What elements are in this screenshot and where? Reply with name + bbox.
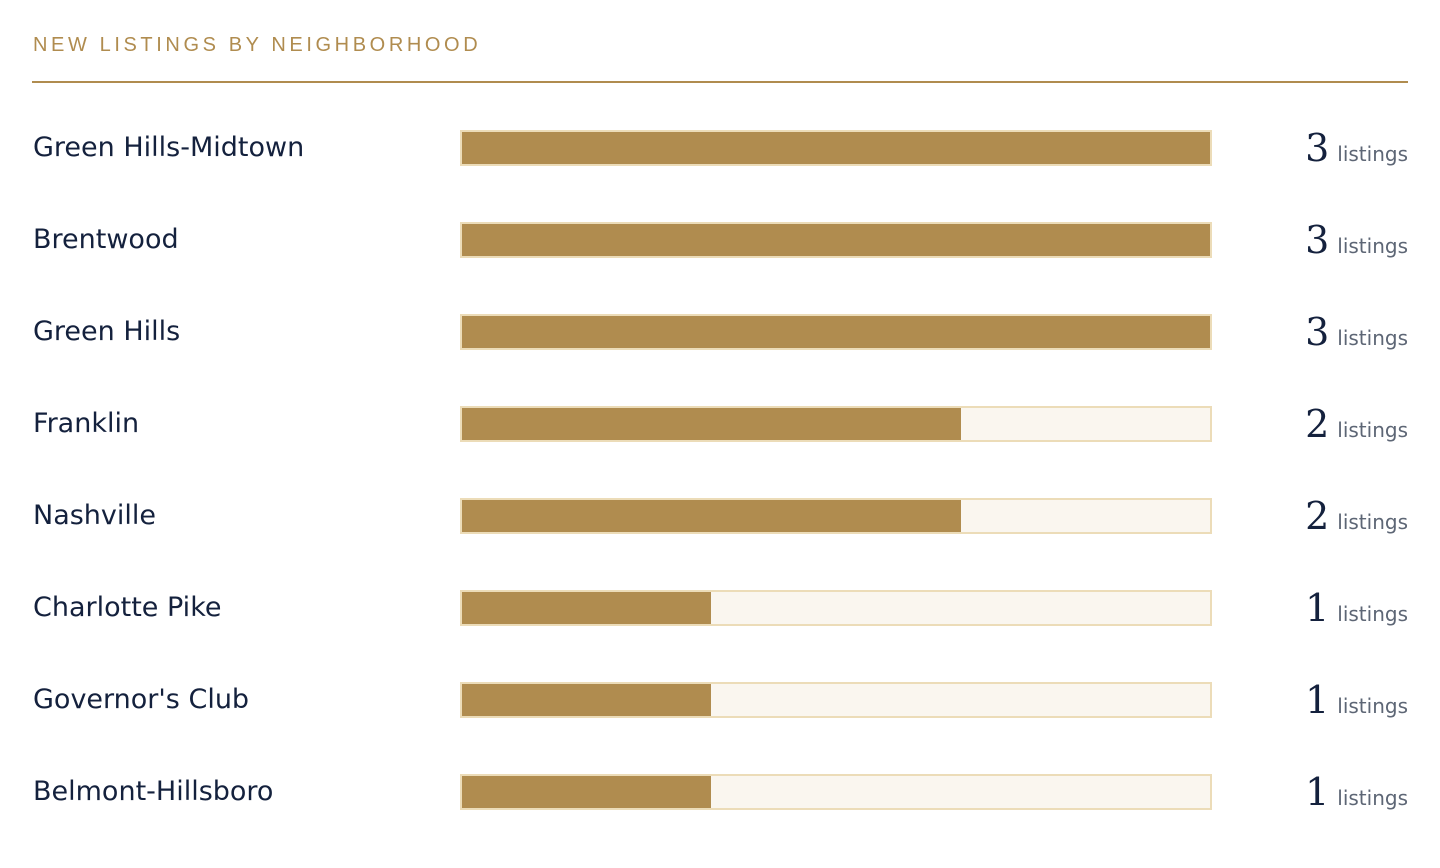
count-value: 3	[1305, 126, 1330, 170]
count-value: 1	[1305, 770, 1330, 814]
count-label: 3 listings	[1305, 220, 1408, 260]
bar-row: Franklin 2 listings	[0, 404, 1440, 444]
bar-row: Brentwood 3 listings	[0, 220, 1440, 260]
bar	[462, 316, 1210, 348]
bar-row: Charlotte Pike 1 listings	[0, 588, 1440, 628]
bar-track	[460, 222, 1212, 258]
count-unit: listings	[1337, 510, 1408, 534]
bar-track	[460, 682, 1212, 718]
count-value: 1	[1305, 586, 1330, 630]
count-value: 3	[1305, 218, 1330, 262]
count-unit: listings	[1337, 786, 1408, 810]
bar-track	[460, 406, 1212, 442]
category-label: Franklin	[33, 408, 140, 439]
chart-title: NEW LISTINGS BY NEIGHBORHOOD	[33, 34, 482, 56]
count-label: 1 listings	[1305, 680, 1408, 720]
bar	[462, 224, 1210, 256]
bar-row: Green Hills 3 listings	[0, 312, 1440, 352]
bar	[462, 500, 961, 532]
count-unit: listings	[1337, 602, 1408, 626]
category-label: Green Hills-Midtown	[33, 132, 305, 163]
title-divider	[32, 81, 1408, 83]
bar-track	[460, 130, 1212, 166]
count-label: 1 listings	[1305, 772, 1408, 812]
count-value: 3	[1305, 310, 1330, 354]
count-label: 2 listings	[1305, 404, 1408, 444]
bar-row: Green Hills-Midtown 3 listings	[0, 128, 1440, 168]
count-unit: listings	[1337, 326, 1408, 350]
count-label: 3 listings	[1305, 312, 1408, 352]
count-value: 1	[1305, 678, 1330, 722]
bar-row: Nashville 2 listings	[0, 496, 1440, 536]
category-label: Nashville	[33, 500, 157, 531]
bar-track	[460, 590, 1212, 626]
bar-track	[460, 498, 1212, 534]
count-unit: listings	[1337, 234, 1408, 258]
count-value: 2	[1305, 494, 1330, 538]
count-label: 2 listings	[1305, 496, 1408, 536]
count-unit: listings	[1337, 142, 1408, 166]
bar	[462, 776, 712, 808]
bar	[462, 592, 712, 624]
bar-row: Governor's Club 1 listings	[0, 680, 1440, 720]
count-unit: listings	[1337, 694, 1408, 718]
category-label: Charlotte Pike	[33, 592, 222, 623]
bar-track	[460, 314, 1212, 350]
bar-row: Belmont-Hillsboro 1 listings	[0, 772, 1440, 812]
category-label: Green Hills	[33, 316, 181, 347]
bar	[462, 408, 961, 440]
category-label: Brentwood	[33, 224, 179, 255]
count-unit: listings	[1337, 418, 1408, 442]
category-label: Governor's Club	[33, 684, 250, 715]
count-value: 2	[1305, 402, 1330, 446]
category-label: Belmont-Hillsboro	[33, 776, 274, 807]
bar	[462, 132, 1210, 164]
count-label: 3 listings	[1305, 128, 1408, 168]
bar-track	[460, 774, 1212, 810]
bar	[462, 684, 712, 716]
count-label: 1 listings	[1305, 588, 1408, 628]
